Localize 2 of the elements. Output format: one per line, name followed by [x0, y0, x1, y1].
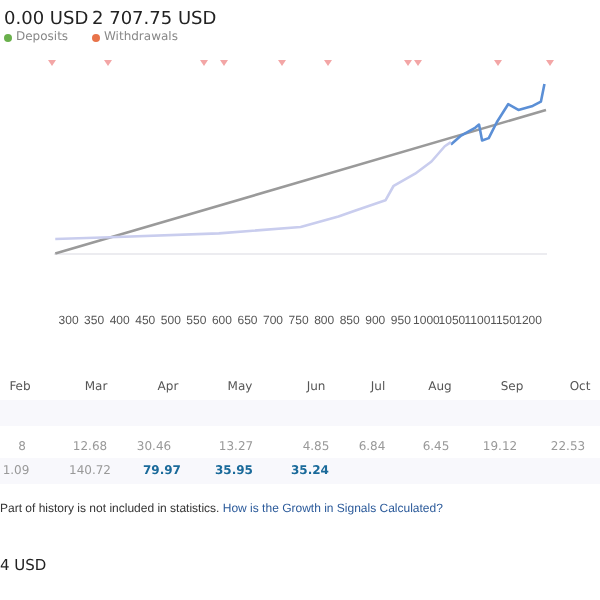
text: 0.00 USD — [4, 10, 89, 30]
text: 2 707.75 USD — [92, 10, 217, 30]
